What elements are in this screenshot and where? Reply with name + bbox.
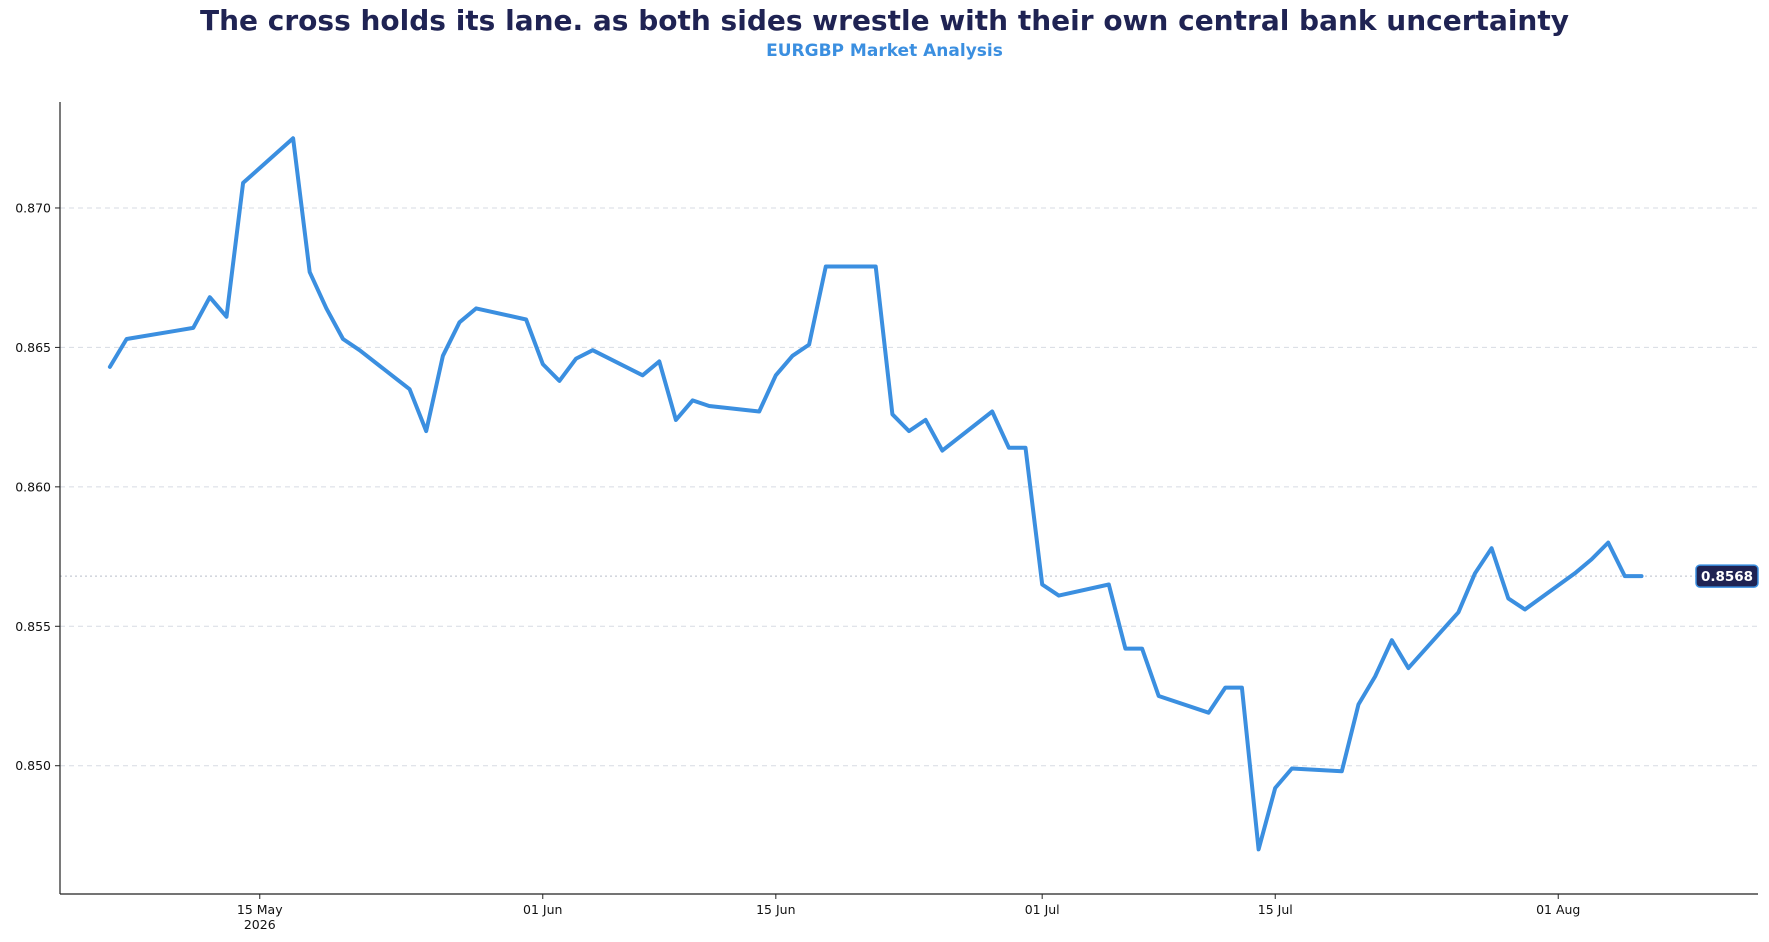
y-tick-label: 0.860 — [15, 479, 51, 494]
last-value-badge-bg — [1695, 564, 1759, 588]
gridlines — [60, 207, 1758, 767]
axes — [59, 102, 1758, 895]
last-value-label: 0.8568 — [1695, 564, 1759, 588]
series — [107, 136, 1644, 852]
x-tick-label: 01 Jun — [523, 902, 562, 917]
x-tick-label: 01 Jul — [1025, 902, 1060, 917]
chart-subtitle: EURGBP Market Analysis — [766, 41, 1003, 61]
y-tick-label: 0.855 — [15, 619, 51, 634]
last-value-badge: 0.8568 — [1695, 564, 1759, 588]
last-value-text: 0.8568 — [1701, 569, 1753, 585]
x-tick-sublabel: 2026 — [244, 917, 276, 932]
y-tick-label: 0.850 — [15, 758, 51, 773]
y-ticks: 0.850 0.855 0.860 0.865 0.870 — [15, 200, 60, 773]
x-tick-label: 01 Aug — [1536, 902, 1580, 917]
x-tick-label: 15 Jun — [756, 902, 795, 917]
x-tick-label: 15 May — [237, 902, 283, 917]
chart-title: The cross holds its lane. as both sides … — [199, 4, 1570, 37]
y-tick-label: 0.865 — [15, 340, 51, 355]
y-tick-label: 0.870 — [15, 200, 51, 215]
x-tick-label: 15 Jul — [1258, 902, 1293, 917]
series-line — [107, 136, 1644, 852]
